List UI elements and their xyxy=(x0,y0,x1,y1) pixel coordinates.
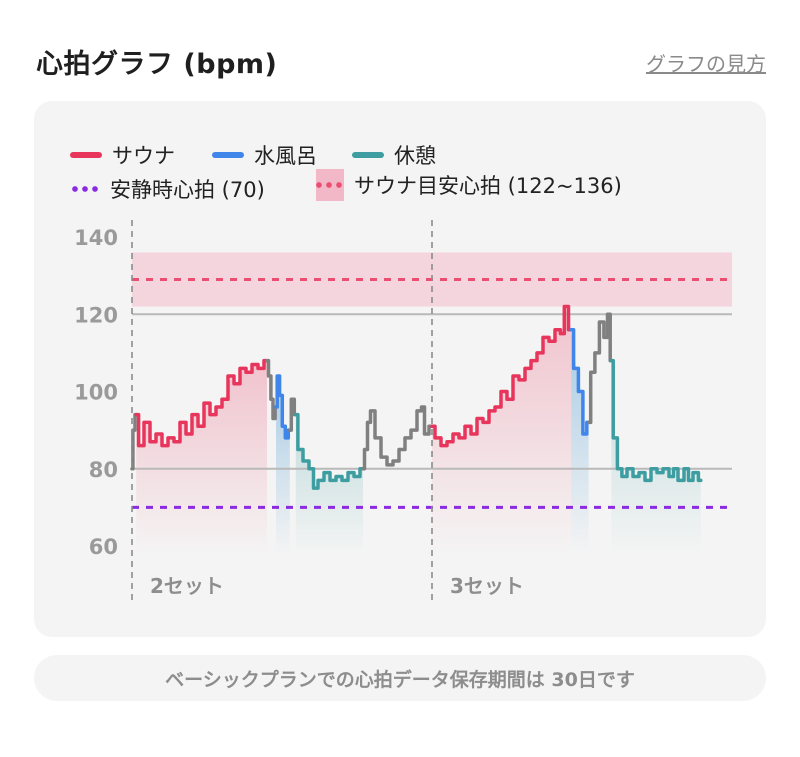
chart-legend: サウナ 水風呂 休憩 安静時心拍 (70) サウナ目安心拍 (122~136) xyxy=(34,0,766,202)
sauna-area-fill xyxy=(136,360,267,555)
set-label-1: 3セット xyxy=(450,574,524,598)
graph-help-link[interactable]: グラフの見方 xyxy=(646,52,766,76)
legend-item-sauna: サウナ xyxy=(70,140,175,170)
water_bath-area-fill xyxy=(571,329,589,555)
legend-item-resting-hr: 安静時心拍 (70) xyxy=(70,174,265,204)
other-line-segment-2 xyxy=(265,358,278,421)
legend-label-rest: 休憩 xyxy=(394,144,436,168)
rest-area-fill xyxy=(295,414,363,555)
legend-label-resting-hr: 安静時心拍 (70) xyxy=(110,178,265,202)
rest-line-segment-5 xyxy=(294,412,365,490)
dotted-line-icon xyxy=(70,186,100,192)
rest-area-fill xyxy=(611,360,701,555)
water_bath-line-segment-3 xyxy=(274,374,292,440)
sauna-area-fill xyxy=(432,306,572,555)
legend-label-target: サウナ目安心拍 (122~136) xyxy=(354,174,622,198)
legend-item-target: サウナ目安心拍 (122~136) xyxy=(314,169,622,201)
sauna-line-segment-7 xyxy=(430,304,573,448)
line-swatch-icon xyxy=(212,152,244,158)
water_bath-line-segment-8 xyxy=(569,327,591,436)
rest-line-segment-10 xyxy=(609,358,703,483)
line-swatch-icon xyxy=(70,152,102,158)
y-tick-60: 60 xyxy=(89,535,118,559)
chart-header: 心拍グラフ (bpm) グラフの見方 xyxy=(36,36,766,88)
heart-rate-chart: 140 120 100 80 60 2セット 3セット xyxy=(74,220,732,605)
legend-label-sauna: サウナ xyxy=(112,144,175,168)
sauna-line-segment-1 xyxy=(134,358,269,448)
water_bath-area-fill xyxy=(276,376,290,555)
y-tick-100: 100 xyxy=(74,381,118,405)
legend-label-water-bath: 水風呂 xyxy=(254,144,317,168)
set-label-0: 2セット xyxy=(150,574,224,598)
line-swatch-icon xyxy=(352,152,384,158)
legend-item-water-bath: 水風呂 xyxy=(212,140,317,170)
other-line-segment-6 xyxy=(361,405,434,471)
retention-notice: ベーシックプランでの心拍データ保存期間は 30日です xyxy=(34,655,766,701)
page-title: 心拍グラフ (bpm) xyxy=(36,49,278,80)
y-tick-80: 80 xyxy=(89,458,118,482)
band-swatch-icon xyxy=(314,169,346,201)
y-tick-140: 140 xyxy=(74,226,118,250)
legend-item-rest: 休憩 xyxy=(352,140,436,170)
other-line-segment-9 xyxy=(586,312,614,425)
y-tick-120: 120 xyxy=(74,303,118,327)
